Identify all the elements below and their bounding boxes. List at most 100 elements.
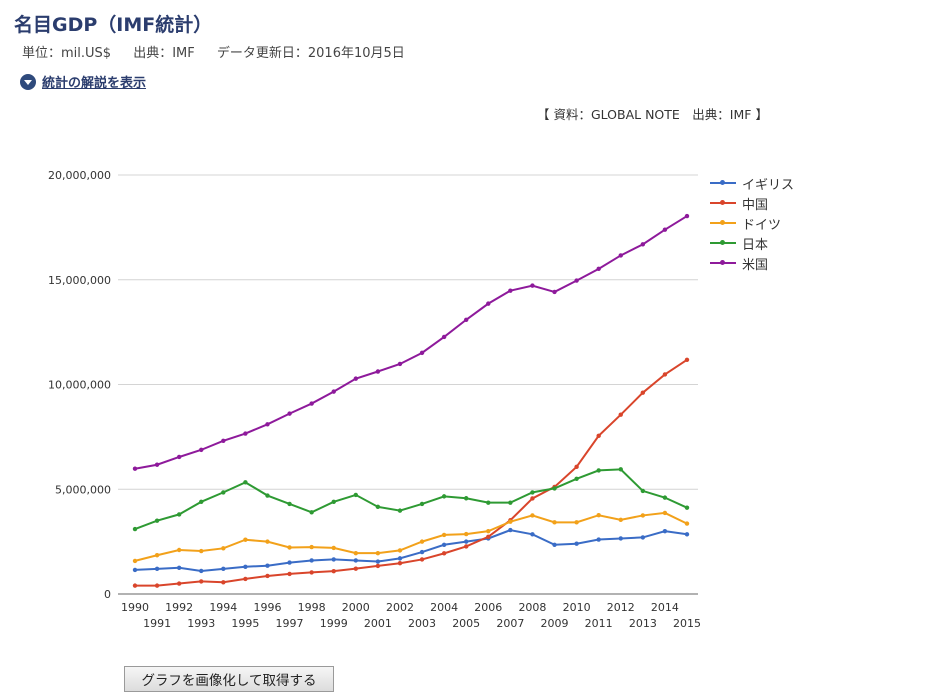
data-point [309, 570, 314, 575]
data-point [464, 544, 469, 549]
data-point [176, 454, 182, 460]
legend-item[interactable]: イギリス [710, 173, 794, 193]
data-point [530, 532, 535, 537]
data-point [596, 537, 601, 542]
x-tick-label: 2001 [364, 617, 392, 630]
data-point [618, 253, 623, 258]
data-point [684, 521, 690, 526]
legend-item[interactable]: 中国 [710, 193, 794, 213]
legend-item[interactable]: 米国 [710, 253, 794, 273]
chart-legend: イギリス中国 ドイツ日本 米国 [710, 173, 794, 273]
x-tick-label: 2009 [541, 617, 569, 630]
data-point [530, 490, 535, 495]
data-point [618, 467, 623, 472]
x-tick-label: 2008 [518, 601, 546, 614]
legend-item[interactable]: 日本 [710, 233, 794, 253]
data-point [176, 512, 182, 517]
series-line [135, 358, 688, 587]
data-point [552, 486, 557, 491]
data-point [441, 551, 447, 556]
data-point [508, 527, 513, 533]
data-point [287, 411, 292, 416]
x-tick-label: 1992 [165, 601, 193, 614]
data-point [530, 496, 535, 501]
data-point [243, 480, 248, 485]
x-tick-label: 2011 [585, 617, 613, 630]
x-tick-label: 1997 [276, 617, 304, 630]
data-point [441, 334, 447, 340]
x-tick-label: 2015 [673, 617, 701, 630]
source-label: 出典：IMF [133, 46, 195, 61]
data-point [397, 548, 403, 553]
data-point [243, 431, 248, 436]
data-point [640, 242, 646, 247]
data-point [132, 558, 138, 564]
x-tick-label: 2007 [496, 617, 524, 630]
data-point [375, 559, 381, 564]
x-tick-label: 1990 [121, 601, 149, 614]
x-tick-label: 2003 [408, 617, 436, 630]
legend-label: 日本 [742, 237, 769, 253]
data-point [419, 549, 425, 555]
x-tick-label: 2005 [452, 617, 480, 630]
data-point [265, 539, 270, 544]
data-point [684, 213, 690, 219]
page-title: 名目GDP（IMF統計） [14, 14, 213, 36]
data-point [486, 528, 491, 534]
data-point [375, 369, 381, 374]
legend-swatch [710, 258, 736, 268]
data-point [353, 492, 358, 498]
data-point [221, 566, 226, 572]
y-tick-label: 5,000,000 [55, 483, 111, 496]
save-chart-image-button[interactable]: グラフを画像化して取得する [124, 666, 334, 692]
data-point [154, 518, 160, 523]
data-point [132, 526, 138, 532]
x-tick-label: 2012 [607, 601, 635, 614]
series-line [134, 468, 688, 530]
toggle-explanation-label[interactable]: 統計の解説を表示 [42, 76, 147, 91]
data-point [265, 573, 270, 579]
legend-item[interactable]: ドイツ [710, 213, 794, 233]
x-tick-label: 1991 [143, 617, 171, 630]
data-point [287, 560, 292, 565]
data-point [508, 500, 513, 505]
data-point [662, 528, 668, 534]
data-point [662, 495, 668, 500]
data-point [154, 583, 160, 588]
x-tick-label: 1998 [298, 601, 326, 614]
data-point [552, 542, 557, 547]
data-point [574, 278, 579, 283]
x-tick-label: 1995 [231, 617, 259, 630]
data-point [464, 539, 469, 544]
data-point [419, 350, 425, 356]
data-point [419, 557, 425, 562]
x-tick-label: 1994 [209, 601, 237, 614]
data-point [243, 576, 248, 582]
y-tick-label: 0 [104, 588, 111, 601]
data-point [199, 499, 204, 505]
legend-label: 中国 [742, 197, 769, 213]
toggle-explanation[interactable]: 統計の解説を表示 [20, 72, 146, 91]
data-point [309, 510, 314, 515]
data-point [618, 517, 623, 523]
data-point [574, 520, 579, 525]
data-point [640, 535, 646, 540]
data-point [353, 550, 358, 556]
data-point [640, 390, 646, 395]
chart-source: 【 資料：GLOBAL NOTE 出典：IMF 】 [537, 107, 768, 122]
x-tick-label: 1999 [320, 617, 348, 630]
data-point [419, 501, 425, 507]
data-point [243, 564, 248, 569]
data-point [574, 541, 579, 546]
data-point [353, 376, 358, 381]
data-point [486, 534, 491, 540]
y-tick-label: 10,000,000 [48, 379, 111, 392]
data-point [684, 357, 690, 362]
data-point [441, 532, 447, 538]
x-tick-label: 2004 [430, 601, 458, 614]
data-point [331, 389, 336, 394]
data-point [441, 494, 447, 499]
data-point [199, 447, 204, 453]
x-tick-label: 2014 [651, 601, 679, 614]
